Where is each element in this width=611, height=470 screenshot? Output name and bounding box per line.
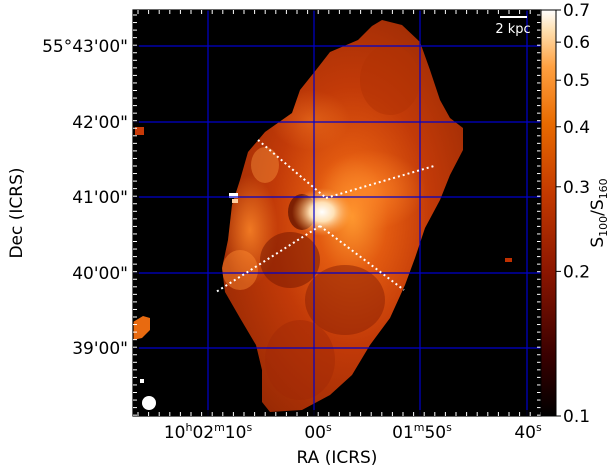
bright-pixel-feature [229,193,238,198]
colorbar-ticks: 0.7 0.6 0.5 0.4 0.3 0.2 0.1 [556,1,590,427]
colorbar-tick-label: 0.4 [563,118,590,138]
bright-pixel-feature [232,199,238,203]
x-tick-label-1: 10h02m10s [164,421,253,443]
isolated-source [505,258,512,262]
isolated-source [133,316,150,340]
overlay-dotted-lines [215,139,435,293]
y-tick-label: 39'00" [72,339,128,359]
y-tick-labels: 55°43'00" 42'00" 41'00" 40'00" 39'00" [42,37,128,359]
colorbar-label: S100/S160 [588,178,610,247]
colorbar-tick-label: 0.2 [563,262,590,282]
colorbar-tick-label: 0.5 [563,71,590,91]
y-tick-label: 40'00" [72,264,128,284]
y-tick-label: 41'00" [72,188,128,208]
colorbar [540,9,557,417]
beam-size-marker-small [140,379,144,383]
beam-size-marker [142,396,156,410]
isolated-source [135,127,144,135]
scalebar-label: 2 kpc [495,22,530,37]
colorbar-tick-label: 0.1 [563,407,590,427]
x-tick-label-3: 01m50s [392,421,452,443]
coordinate-grid [133,10,541,416]
tick-marks [133,45,528,416]
y-tick-label: 42'00" [72,113,128,133]
y-axis-label: Dec (ICRS) [7,167,27,258]
y-tick-label: 55°43'00" [42,37,128,57]
galaxy-texture [222,45,425,400]
colorbar-tick-label: 0.7 [563,1,590,21]
colorbar-tick-label: 0.6 [563,33,590,53]
x-tick-labels: 10h02m10s 00s 01m50s 40s [164,421,542,443]
colorbar-tick-label: 0.3 [563,178,590,198]
x-tick-label-4: 40s [514,421,542,443]
x-tick-label-2: 00s [304,421,332,443]
x-axis-label: RA (ICRS) [297,448,378,468]
